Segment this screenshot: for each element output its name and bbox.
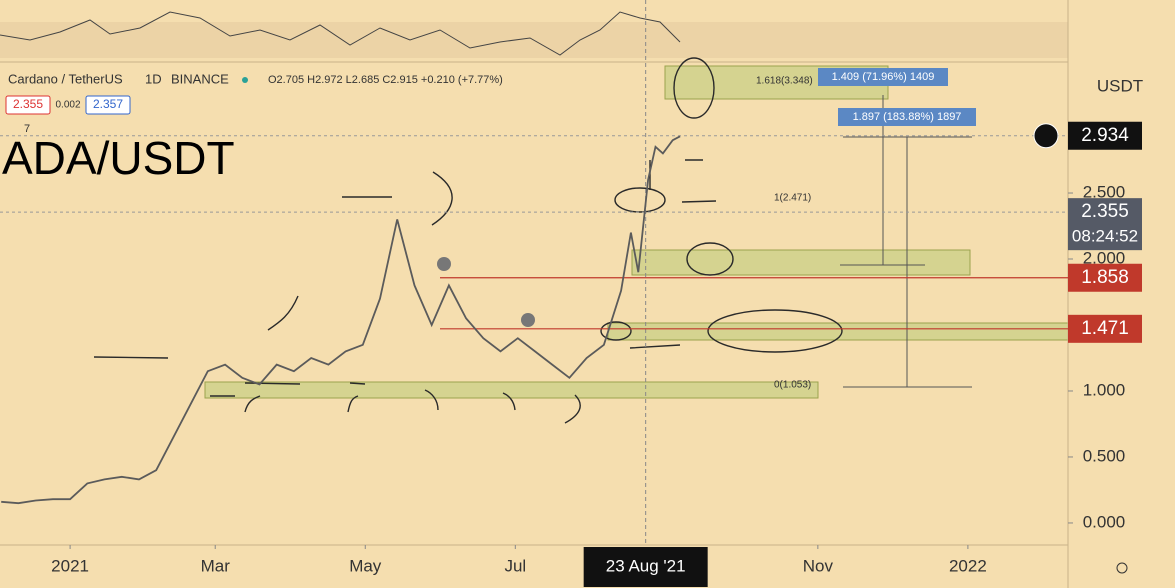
measure-label: 1.897 (183.88%) 1897 xyxy=(853,111,962,123)
price-label: 2.934 xyxy=(1081,125,1129,146)
add-button[interactable] xyxy=(1033,123,1059,149)
x-tick-label: Nov xyxy=(803,556,834,575)
x-tick-label: May xyxy=(349,556,382,575)
x-tick-label: Jul xyxy=(504,556,526,575)
sell-box[interactable] xyxy=(5,95,51,115)
plot xyxy=(0,0,1068,545)
ask: 2.357 xyxy=(93,97,123,111)
price-box xyxy=(1068,121,1142,150)
hand-drawings xyxy=(93,57,843,424)
buy-box[interactable] xyxy=(85,95,131,115)
oscillator xyxy=(0,11,681,56)
x-tick-label: 2022 xyxy=(949,556,987,575)
measure-box xyxy=(838,108,976,126)
price-box xyxy=(1068,263,1142,292)
status-dot xyxy=(242,77,248,83)
chart-title: ADA/USDT xyxy=(2,132,235,184)
fib-label: 1(2.471) xyxy=(774,193,811,204)
price-label: 1.471 xyxy=(1081,318,1129,339)
bid: 2.355 xyxy=(13,97,43,111)
measure-label: 1.409 (71.96%) 1409 xyxy=(832,71,935,83)
y-tick-label: 1.000 xyxy=(1083,380,1126,399)
symbol: Cardano / TetherUS xyxy=(8,71,123,86)
x-tick-label: 2021 xyxy=(51,556,89,575)
price-label: 2.355 xyxy=(1081,201,1129,222)
price-label: 1.858 xyxy=(1081,267,1129,288)
indicator-count: 7 xyxy=(24,123,30,135)
fib-label: 0(1.053) xyxy=(774,380,811,391)
exchange: BINANCE xyxy=(171,71,229,86)
countdown: 08:24:52 xyxy=(1072,227,1138,246)
marker xyxy=(521,313,535,327)
marker xyxy=(437,257,451,271)
spread: 0.002 xyxy=(55,100,80,111)
price-box xyxy=(1068,314,1142,343)
y-tick-label: 2.500 xyxy=(1083,183,1126,202)
y-tick-label: 2.000 xyxy=(1083,248,1126,267)
x-tick-label: Mar xyxy=(201,556,231,575)
currency: USDT xyxy=(1097,76,1143,95)
ohlc: O2.705 H2.972 L2.685 C2.915 +0.210 (+7.7… xyxy=(268,74,503,86)
crosshair-box xyxy=(583,547,708,587)
fib-label: 1.618(3.348) xyxy=(756,76,813,87)
price-line-series xyxy=(1,135,681,505)
crosshair-label: 23 Aug '21 xyxy=(606,556,686,575)
measure-box xyxy=(818,68,948,86)
interval: 1D xyxy=(145,71,162,86)
zone xyxy=(631,249,971,276)
settings-icon[interactable] xyxy=(1116,562,1128,574)
y-tick-label: 0.500 xyxy=(1083,446,1126,465)
price-box xyxy=(1068,198,1142,251)
zone xyxy=(204,381,819,399)
y-tick-label: 0.000 xyxy=(1083,512,1126,531)
